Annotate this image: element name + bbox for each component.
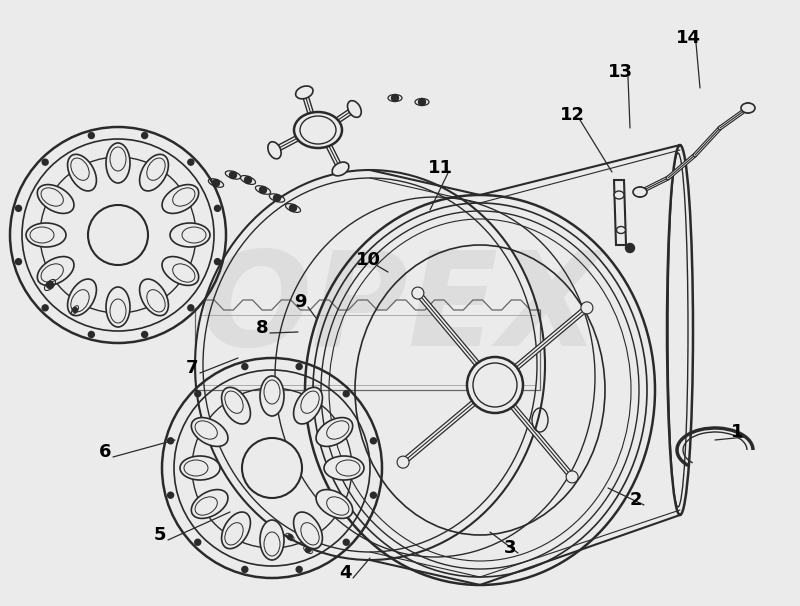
Ellipse shape	[26, 223, 66, 247]
Circle shape	[242, 364, 248, 370]
Circle shape	[296, 567, 302, 573]
Circle shape	[42, 305, 48, 311]
Circle shape	[583, 304, 591, 312]
Ellipse shape	[741, 103, 755, 113]
Circle shape	[167, 492, 174, 498]
Circle shape	[343, 391, 350, 397]
Ellipse shape	[260, 520, 284, 560]
Circle shape	[391, 95, 398, 101]
Circle shape	[46, 282, 54, 288]
Circle shape	[618, 227, 625, 233]
Ellipse shape	[106, 287, 130, 327]
Ellipse shape	[294, 387, 322, 424]
Ellipse shape	[88, 205, 148, 265]
Circle shape	[245, 176, 251, 184]
Ellipse shape	[222, 512, 250, 548]
Circle shape	[242, 567, 248, 573]
Circle shape	[142, 133, 148, 139]
Circle shape	[194, 539, 201, 545]
Ellipse shape	[566, 471, 578, 483]
Circle shape	[274, 195, 281, 202]
Circle shape	[142, 331, 148, 338]
Text: 10: 10	[355, 251, 381, 269]
Ellipse shape	[222, 387, 250, 424]
Circle shape	[214, 259, 221, 265]
Ellipse shape	[191, 418, 228, 447]
Circle shape	[626, 244, 634, 253]
Circle shape	[306, 547, 310, 553]
Circle shape	[88, 133, 94, 139]
Ellipse shape	[67, 155, 97, 191]
Text: OPEX: OPEX	[199, 247, 601, 373]
Ellipse shape	[162, 185, 198, 213]
Ellipse shape	[67, 279, 97, 316]
Ellipse shape	[332, 162, 349, 176]
Text: 6: 6	[98, 443, 111, 461]
Text: 14: 14	[675, 29, 701, 47]
Ellipse shape	[296, 86, 313, 99]
Ellipse shape	[260, 376, 284, 416]
Ellipse shape	[162, 256, 198, 285]
Ellipse shape	[38, 256, 74, 285]
Text: 5: 5	[154, 526, 166, 544]
Circle shape	[194, 391, 201, 397]
Ellipse shape	[316, 418, 353, 447]
Circle shape	[15, 205, 22, 211]
Text: 4: 4	[338, 564, 351, 582]
Ellipse shape	[397, 456, 409, 468]
Circle shape	[743, 103, 753, 113]
Circle shape	[213, 179, 219, 187]
Ellipse shape	[139, 155, 169, 191]
Text: 13: 13	[607, 63, 633, 81]
Circle shape	[635, 187, 645, 197]
Polygon shape	[614, 180, 626, 245]
Ellipse shape	[633, 187, 647, 197]
Ellipse shape	[347, 101, 362, 118]
Ellipse shape	[170, 223, 210, 247]
Circle shape	[418, 99, 426, 105]
Circle shape	[370, 438, 377, 444]
Text: 7: 7	[186, 359, 198, 377]
Circle shape	[15, 259, 22, 265]
Ellipse shape	[242, 438, 302, 498]
Circle shape	[88, 331, 94, 338]
Circle shape	[188, 159, 194, 165]
Circle shape	[343, 539, 350, 545]
Ellipse shape	[467, 357, 523, 413]
Circle shape	[370, 492, 377, 498]
Text: 12: 12	[559, 106, 585, 124]
Circle shape	[287, 534, 293, 539]
Ellipse shape	[294, 512, 322, 548]
Ellipse shape	[294, 112, 342, 148]
Circle shape	[568, 473, 576, 481]
Text: 1: 1	[730, 423, 743, 441]
Text: 11: 11	[427, 159, 453, 177]
Text: 2: 2	[630, 491, 642, 509]
Ellipse shape	[581, 302, 593, 314]
Circle shape	[414, 289, 422, 297]
Circle shape	[167, 438, 174, 444]
Ellipse shape	[412, 287, 424, 299]
Ellipse shape	[38, 185, 74, 213]
Ellipse shape	[316, 490, 353, 518]
Ellipse shape	[139, 279, 169, 316]
Ellipse shape	[191, 490, 228, 518]
Circle shape	[399, 458, 407, 466]
Circle shape	[42, 159, 48, 165]
Circle shape	[259, 187, 266, 193]
Circle shape	[615, 191, 623, 199]
Text: 9: 9	[294, 293, 306, 311]
Ellipse shape	[268, 142, 281, 159]
Text: 8: 8	[256, 319, 268, 337]
Circle shape	[230, 171, 237, 179]
Circle shape	[296, 364, 302, 370]
Circle shape	[214, 205, 221, 211]
Ellipse shape	[324, 456, 364, 480]
Ellipse shape	[180, 456, 220, 480]
Ellipse shape	[106, 143, 130, 183]
Circle shape	[290, 204, 297, 211]
Text: 3: 3	[504, 539, 516, 557]
Circle shape	[73, 307, 78, 313]
Circle shape	[188, 305, 194, 311]
